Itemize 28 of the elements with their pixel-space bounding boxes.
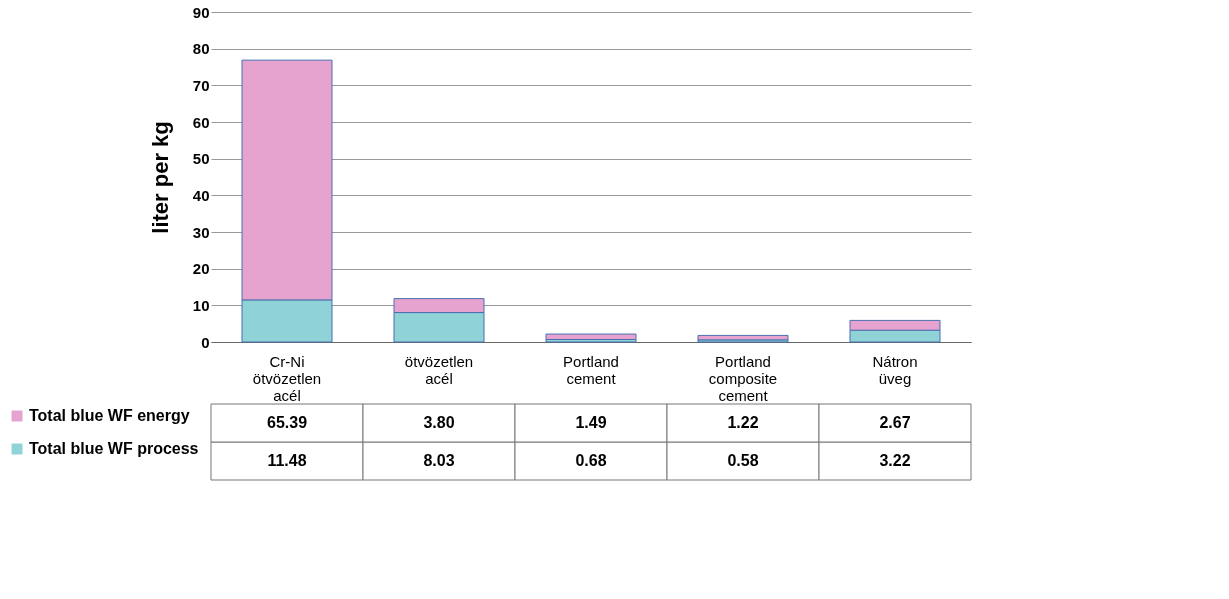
y-tick-label: 90 — [192, 3, 210, 21]
y-tick-label: 70 — [192, 76, 210, 94]
x-tick-label: Portland cement — [563, 352, 619, 387]
y-tick-label: 40 — [192, 186, 210, 204]
data-label: 11.48 — [267, 452, 307, 469]
data-label: 2.67 — [879, 414, 911, 431]
y-tick-label: 80 — [192, 40, 210, 58]
y-tick-label: 50 — [192, 150, 210, 168]
data-label: 3.80 — [423, 414, 455, 431]
data-label: 0.68 — [575, 452, 607, 469]
data-label: 65.39 — [266, 414, 308, 431]
x-tick-label: ötvözetlen acél — [404, 352, 474, 387]
x-tick-label: Cr-Ni ötvözetlen acél — [252, 352, 322, 404]
y-axis-title: liter per kg — [147, 121, 173, 234]
x-tick-label: Nátron üveg — [872, 352, 918, 387]
y-tick-label: 60 — [192, 113, 210, 131]
data-label: 3.22 — [879, 452, 911, 469]
y-tick-label: 10 — [192, 296, 210, 314]
data-label: 1.22 — [727, 414, 759, 431]
data-label: 1.49 — [575, 414, 607, 431]
y-tick-label: 30 — [192, 223, 210, 241]
legend-label: Total blue WF energy — [29, 407, 190, 424]
x-tick-label: Portland composite cement — [708, 352, 778, 404]
data-label: 8.03 — [423, 452, 455, 469]
y-tick-label: 0 — [201, 333, 210, 351]
legend-label: Total blue WF process — [29, 440, 199, 457]
data-label: 0.58 — [727, 452, 759, 469]
y-tick-label: 20 — [192, 260, 210, 278]
